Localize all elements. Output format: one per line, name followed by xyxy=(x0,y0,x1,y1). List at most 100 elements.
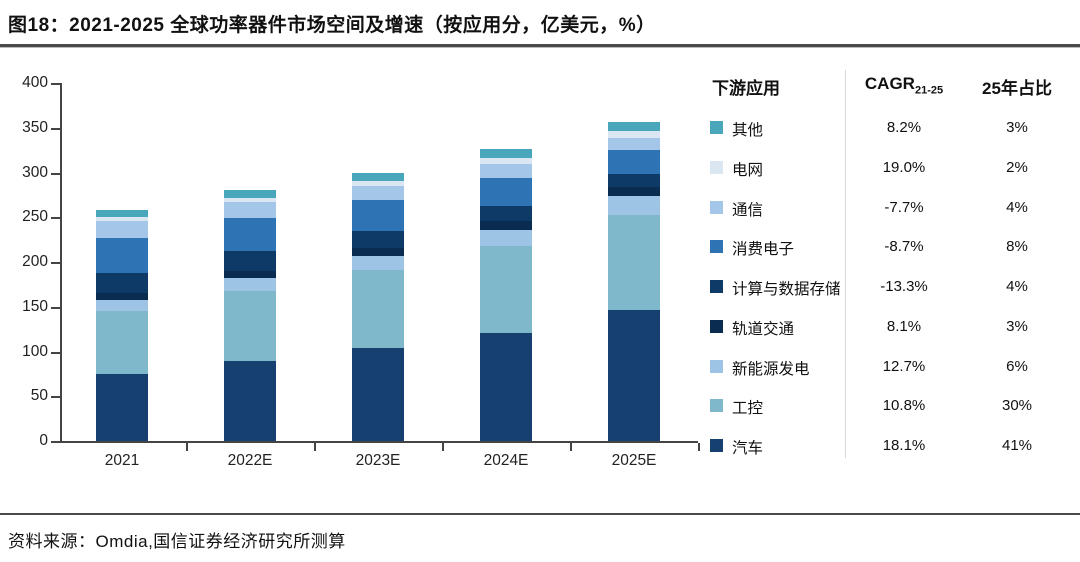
cagr-text: CAGR xyxy=(864,74,915,93)
legend-header-application: 下游应用 xyxy=(712,79,780,98)
y-axis-tick-label: 0 xyxy=(39,432,48,449)
legend-label: 轨道交通 xyxy=(732,320,795,338)
bar-2021 xyxy=(96,210,148,441)
bar-segment xyxy=(608,137,660,151)
bar-segment xyxy=(352,185,404,201)
bar-segment xyxy=(224,361,276,441)
x-axis-category-label: 2025E xyxy=(611,452,657,469)
y-axis-tick-label: 100 xyxy=(22,342,48,360)
bar-segment xyxy=(352,255,404,271)
y-axis-tick-label: 300 xyxy=(22,163,48,181)
legend-row: 轨道交通 8.1% 3% xyxy=(706,317,1076,338)
bar-2022E xyxy=(224,189,276,441)
bar-segment xyxy=(480,332,532,441)
legend-row: 通信 -7.7% 4% xyxy=(706,198,1076,219)
legend-cagr-value: 8.1% xyxy=(886,317,922,335)
bar-segment xyxy=(352,247,404,256)
legend-swatch-icon xyxy=(710,319,723,333)
x-axis-tick xyxy=(698,443,700,451)
legend-row: 计算与数据存储 -13.3% 4% xyxy=(706,277,1076,298)
x-axis-category-label: 2024E xyxy=(483,452,529,469)
legend-header-share: 25年占比 xyxy=(982,79,1052,98)
legend-label: 汽车 xyxy=(732,440,764,457)
y-axis-tick xyxy=(51,351,60,354)
bar-segment xyxy=(352,173,404,182)
x-axis-tick xyxy=(570,443,572,451)
legend-label: 新能源发电 xyxy=(732,360,810,378)
bar-segment xyxy=(96,210,148,218)
legend-row: 新能源发电 12.7% 6% xyxy=(706,357,1076,378)
legend-share-value: 3% xyxy=(1006,317,1028,335)
bar-segment xyxy=(96,311,148,374)
bar-segment xyxy=(96,293,148,301)
legend-cagr-value: -13.3% xyxy=(880,278,928,295)
figure-title: 图18：2021-2025 全球功率器件市场空间及增速（按应用分，亿美元，%） xyxy=(8,15,656,36)
bar-segment xyxy=(224,202,276,219)
bar-segment xyxy=(480,229,532,246)
source-divider xyxy=(0,513,1080,515)
bar-segment xyxy=(480,220,532,230)
legend-cagr-value: -7.7% xyxy=(884,198,924,216)
x-axis-tick xyxy=(186,443,188,451)
legend-label: 消费电子 xyxy=(732,241,795,259)
y-axis-tick xyxy=(51,306,60,309)
x-axis-line xyxy=(60,441,698,443)
bar-segment xyxy=(96,300,148,312)
legend-share-value: 4% xyxy=(1006,278,1028,295)
legend-swatch-icon xyxy=(710,359,723,373)
bar-segment xyxy=(352,230,404,248)
y-axis-tick xyxy=(51,262,60,264)
legend-swatch-icon xyxy=(710,200,723,214)
bar-segment xyxy=(608,131,660,138)
bar-segment xyxy=(352,347,404,441)
legend-label: 工控 xyxy=(732,400,764,418)
legend-share-value: 30% xyxy=(1001,397,1033,415)
legend-swatch-icon xyxy=(710,121,723,134)
bar-2025E xyxy=(608,121,660,441)
bar-segment xyxy=(608,214,660,311)
legend-row: 工控 10.8% 30% xyxy=(706,396,1076,418)
y-axis-tick-label: 250 xyxy=(22,208,48,226)
x-axis-category-label: 2021 xyxy=(104,452,140,469)
bar-segment xyxy=(96,217,148,221)
legend-header-cagr: CAGR21-25 xyxy=(848,74,960,96)
legend-swatch-icon xyxy=(710,240,723,254)
legend-label: 电网 xyxy=(732,161,764,179)
bar-segment xyxy=(608,186,660,196)
bar-segment xyxy=(352,181,404,186)
bar-segment xyxy=(480,245,532,333)
legend-share-value: 8% xyxy=(1006,238,1028,256)
bar-segment xyxy=(224,218,276,252)
y-axis-tick-label: 50 xyxy=(30,387,48,405)
y-axis-tick xyxy=(51,217,60,220)
legend-row: 电网 19.0% 2% xyxy=(706,158,1076,179)
bar-segment xyxy=(96,220,148,238)
legend-share-value: 2% xyxy=(1006,158,1028,176)
legend-label: 其他 xyxy=(732,122,764,139)
title-divider xyxy=(0,44,1080,48)
y-axis-tick-label: 150 xyxy=(22,297,48,315)
bar-segment xyxy=(608,195,660,215)
bar-segment xyxy=(480,149,532,159)
bar-segment xyxy=(224,197,276,203)
bar-segment xyxy=(480,205,532,221)
y-axis-tick xyxy=(51,441,60,443)
bar-segment xyxy=(608,174,660,187)
y-axis-tick xyxy=(51,83,60,85)
y-axis-tick xyxy=(51,396,60,399)
bar-segment xyxy=(608,121,660,132)
y-axis-tick-label: 350 xyxy=(22,118,48,136)
cagr-subscript: 21-25 xyxy=(914,84,944,97)
bar-segment xyxy=(224,251,276,271)
bar-segment xyxy=(480,164,532,178)
legend-swatch-icon xyxy=(710,280,723,293)
legend-share-value: 41% xyxy=(1001,437,1033,454)
legend-cagr-value: 18.1% xyxy=(882,437,926,454)
bar-segment xyxy=(224,270,276,279)
bar-segment xyxy=(96,237,148,273)
legend-label: 通信 xyxy=(732,201,764,219)
legend-share-value: 3% xyxy=(1006,119,1028,136)
legend-row: 汽车 18.1% 41% xyxy=(706,436,1076,457)
bar-segment xyxy=(224,189,276,198)
